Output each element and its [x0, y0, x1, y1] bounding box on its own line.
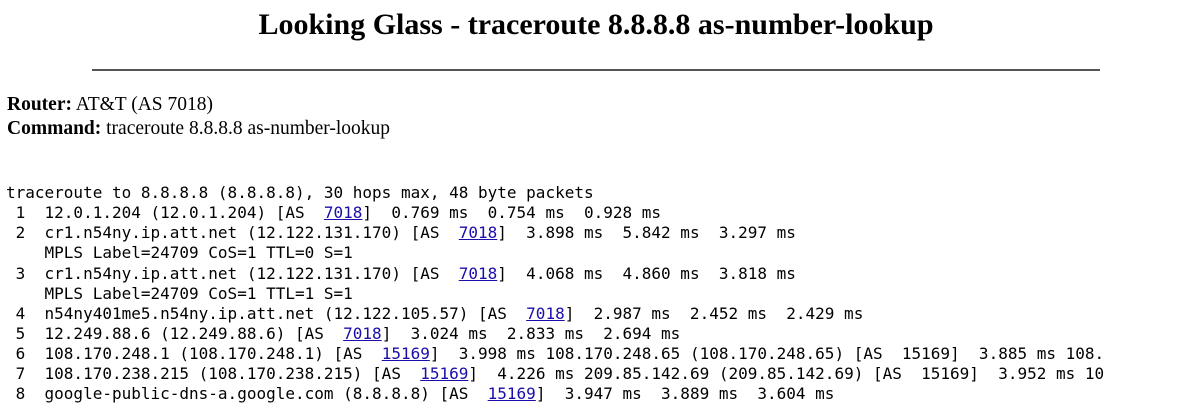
hop-text: 4 n54ny401me5.n54ny.ip.att.net (12.122.1…: [6, 303, 527, 323]
mpls-text: MPLS Label=24709 CoS=1 TTL=1 S=1: [6, 283, 353, 303]
output-header-line: traceroute to 8.8.8.8 (8.8.8.8), 30 hops…: [6, 183, 594, 202]
command-label: Command:: [7, 118, 102, 139]
hop-timings: ] 3.998 ms 108.170.248.65 (108.170.248.6…: [429, 344, 1105, 364]
hop-text: 8 google-public-dns-a.google.com (8.8.8.…: [6, 384, 488, 404]
title-divider: [92, 69, 1100, 71]
hop-line: 7 108.170.238.215 (108.170.238.215) [AS …: [6, 364, 1200, 384]
hop-timings: ] 3.024 ms 2.833 ms 2.694 ms: [381, 323, 681, 343]
hop-line: 5 12.249.88.6 (12.249.88.6) [AS 7018] 3.…: [6, 324, 1200, 344]
router-value: AT&T (AS 7018): [75, 94, 214, 115]
as-number-link[interactable]: 7018: [323, 203, 363, 223]
hop-text: 7 108.170.238.215 (108.170.238.215) [AS: [6, 364, 421, 384]
hop-line: 4 n54ny401me5.n54ny.ip.att.net (12.122.1…: [6, 304, 1200, 324]
hop-timings: ] 4.068 ms 4.860 ms 3.818 ms: [497, 263, 796, 283]
command-value: traceroute 8.8.8.8 as-number-lookup: [106, 118, 391, 139]
page-title: Looking Glass - traceroute 8.8.8.8 as-nu…: [258, 8, 934, 41]
hop-timings: ] 2.987 ms 2.452 ms 2.429 ms: [564, 303, 864, 323]
router-info: Router: AT&T (AS 7018): [7, 94, 213, 116]
hop-line: 6 108.170.248.1 (108.170.248.1) [AS 1516…: [6, 344, 1200, 364]
hop-line: 2 cr1.n54ny.ip.att.net (12.122.131.170) …: [6, 223, 1200, 243]
hop-text: 5 12.249.88.6 (12.249.88.6) [AS: [6, 323, 344, 343]
as-number-link[interactable]: 7018: [458, 223, 498, 243]
as-number-link[interactable]: 15169: [381, 344, 430, 364]
as-number-link[interactable]: 7018: [458, 263, 498, 283]
hop-text: 2 cr1.n54ny.ip.att.net (12.122.131.170) …: [6, 223, 459, 243]
hop-line: 1 12.0.1.204 (12.0.1.204) [AS 7018] 0.76…: [6, 203, 1200, 223]
as-number-link[interactable]: 15169: [487, 384, 536, 404]
hop-line: 3 cr1.n54ny.ip.att.net (12.122.131.170) …: [6, 264, 1200, 284]
hop-timings: ] 4.226 ms 209.85.142.69 (209.85.142.69)…: [468, 364, 1105, 384]
as-number-link[interactable]: 7018: [526, 303, 565, 323]
mpls-label-line: MPLS Label=24709 CoS=1 TTL=1 S=1: [6, 284, 1200, 304]
hop-text: 6 108.170.248.1 (108.170.248.1) [AS: [6, 344, 382, 364]
hop-timings: ] 3.947 ms 3.889 ms 3.604 ms: [535, 384, 835, 404]
mpls-text: MPLS Label=24709 CoS=1 TTL=0 S=1: [6, 243, 353, 263]
as-number-link[interactable]: 15169: [420, 364, 469, 384]
mpls-label-line: MPLS Label=24709 CoS=1 TTL=0 S=1: [6, 243, 1200, 263]
traceroute-output: traceroute to 8.8.8.8 (8.8.8.8), 30 hops…: [6, 183, 1200, 405]
hop-text: 1 12.0.1.204 (12.0.1.204) [AS: [6, 203, 324, 223]
hop-timings: ] 0.769 ms 0.754 ms 0.928 ms: [362, 203, 662, 223]
command-info: Command: traceroute 8.8.8.8 as-number-lo…: [7, 118, 390, 140]
hop-text: 3 cr1.n54ny.ip.att.net (12.122.131.170) …: [6, 263, 459, 283]
router-label: Router:: [7, 94, 72, 115]
hop-timings: ] 3.898 ms 5.842 ms 3.297 ms: [497, 223, 796, 243]
hop-line: 8 google-public-dns-a.google.com (8.8.8.…: [6, 384, 1200, 404]
as-number-link[interactable]: 7018: [343, 323, 382, 343]
